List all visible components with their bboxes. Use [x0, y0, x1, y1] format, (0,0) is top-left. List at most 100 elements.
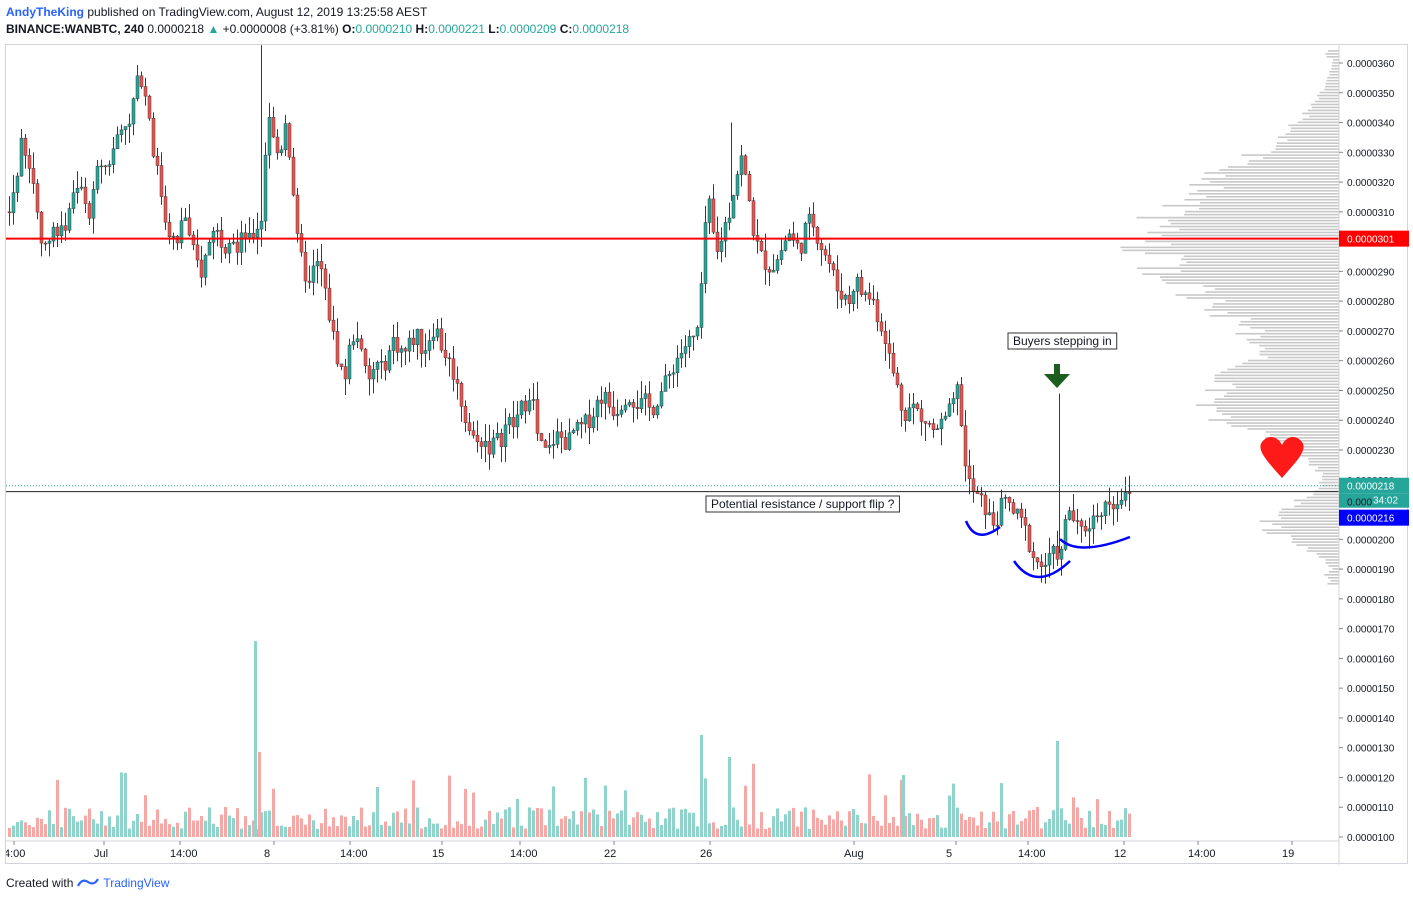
candle-body: [799, 242, 804, 254]
candle-body: [507, 417, 512, 426]
profile-row: [1159, 225, 1339, 228]
candle-body: [915, 403, 920, 410]
candle-body: [679, 353, 684, 359]
profile-row: [1310, 103, 1339, 106]
volume-bar: [132, 820, 135, 837]
candle-body: [567, 432, 572, 450]
last-price: 0.0000218: [147, 22, 205, 36]
candle-body: [107, 164, 112, 167]
volume-bar: [512, 827, 515, 837]
profile-row: [1231, 425, 1339, 427]
x-tick-label: Jul: [94, 848, 108, 860]
profile-row: [1283, 449, 1339, 451]
profile-row: [1249, 341, 1339, 344]
profile-row: [1267, 356, 1339, 359]
profile-row: [1302, 112, 1339, 115]
countdown-tag: 34:02: [1339, 493, 1409, 508]
volume-bar: [824, 824, 827, 837]
volume-bar: [740, 826, 743, 837]
chart-frame[interactable]: Buyers stepping in Potential resistance /…: [5, 44, 1409, 865]
price-chart[interactable]: Buyers stepping in Potential resistance /…: [6, 45, 1409, 865]
volume-bar: [684, 808, 687, 837]
volume-bar: [24, 822, 27, 837]
candle-body: [179, 220, 184, 244]
volume-bar: [800, 811, 803, 837]
profile-row: [1137, 267, 1339, 270]
author-link[interactable]: AndyTheKing: [6, 5, 84, 19]
volume-bar: [112, 826, 115, 837]
candle-body: [947, 403, 952, 417]
candle-body: [223, 247, 228, 254]
profile-row: [1197, 190, 1339, 192]
candle-body: [923, 421, 928, 424]
volume-bar: [732, 807, 735, 837]
candle-body: [723, 222, 728, 242]
candle-body: [1063, 519, 1068, 550]
candle-body: [747, 174, 752, 201]
volume-bar: [1036, 807, 1039, 837]
profile-row: [1327, 50, 1339, 52]
volume-bar: [460, 824, 463, 837]
volume-bar: [220, 814, 223, 837]
profile-row: [1297, 121, 1339, 124]
volume-bar: [448, 775, 451, 837]
candle-body: [399, 348, 404, 353]
candle-body: [811, 213, 816, 228]
volume-bar: [252, 820, 255, 837]
price-axis[interactable]: 0.0000360 0.0000350 0.0000340 0.0000330 0.00…: [1338, 45, 1395, 865]
candle-body: [239, 232, 244, 253]
volume-bar: [536, 808, 539, 837]
volume-bar: [304, 824, 307, 837]
volume-bar: [436, 823, 439, 837]
tradingview-brand[interactable]: TradingView: [103, 876, 170, 890]
volume-bar: [988, 822, 991, 837]
profile-row: [1247, 428, 1339, 430]
candle-body: [259, 220, 264, 230]
candle-body: [771, 270, 776, 273]
profile-row: [1248, 359, 1339, 362]
volume-bar: [36, 817, 39, 837]
profile-row: [1181, 258, 1339, 261]
volume-bar: [840, 820, 843, 837]
candle-body: [863, 292, 868, 295]
volume-bar: [372, 812, 375, 837]
candle-body: [627, 402, 632, 406]
volume-bar: [100, 811, 103, 837]
profile-row: [1248, 160, 1339, 162]
volume-bar: [312, 820, 315, 837]
volume-bar: [348, 826, 351, 837]
time-axis[interactable]: 4:00 Jul 14:00 8 14:00 15 14:00 22 26 Aug 5 14:00 12…: [6, 840, 1339, 860]
volume-bar: [128, 828, 131, 837]
candle-body: [891, 352, 896, 374]
volume-bar: [156, 809, 159, 837]
volume-bar: [752, 763, 755, 837]
candle-body: [667, 373, 672, 377]
volume-bar: [352, 815, 355, 837]
volume-profile: [1120, 50, 1339, 585]
footer: Created with TradingView: [6, 876, 169, 890]
candle-body: [287, 123, 292, 158]
volume-bar: [276, 825, 279, 837]
candle-body: [635, 406, 640, 409]
volume-bar: [40, 818, 43, 837]
volume-bar: [1096, 799, 1099, 837]
volume-bar: [1084, 827, 1087, 837]
volume-bar: [760, 812, 763, 837]
profile-row: [1307, 547, 1339, 549]
candle-body: [495, 433, 500, 439]
profile-row: [1324, 88, 1339, 91]
volume-bar: [952, 783, 955, 837]
volume-bar: [516, 798, 519, 837]
last-price-tag: 0.0000218: [1339, 477, 1409, 494]
profile-row: [1324, 574, 1339, 576]
volume-bar: [400, 822, 403, 837]
profile-row: [1220, 371, 1339, 374]
volume-bar: [240, 828, 243, 837]
y-tick-label: 0.0000100: [1347, 833, 1395, 844]
profile-row: [1298, 454, 1339, 457]
volume-bar: [368, 825, 371, 837]
candle-body: [695, 327, 700, 337]
candle-body: [191, 234, 196, 246]
profile-row: [1290, 127, 1339, 130]
candle-body: [631, 402, 636, 408]
